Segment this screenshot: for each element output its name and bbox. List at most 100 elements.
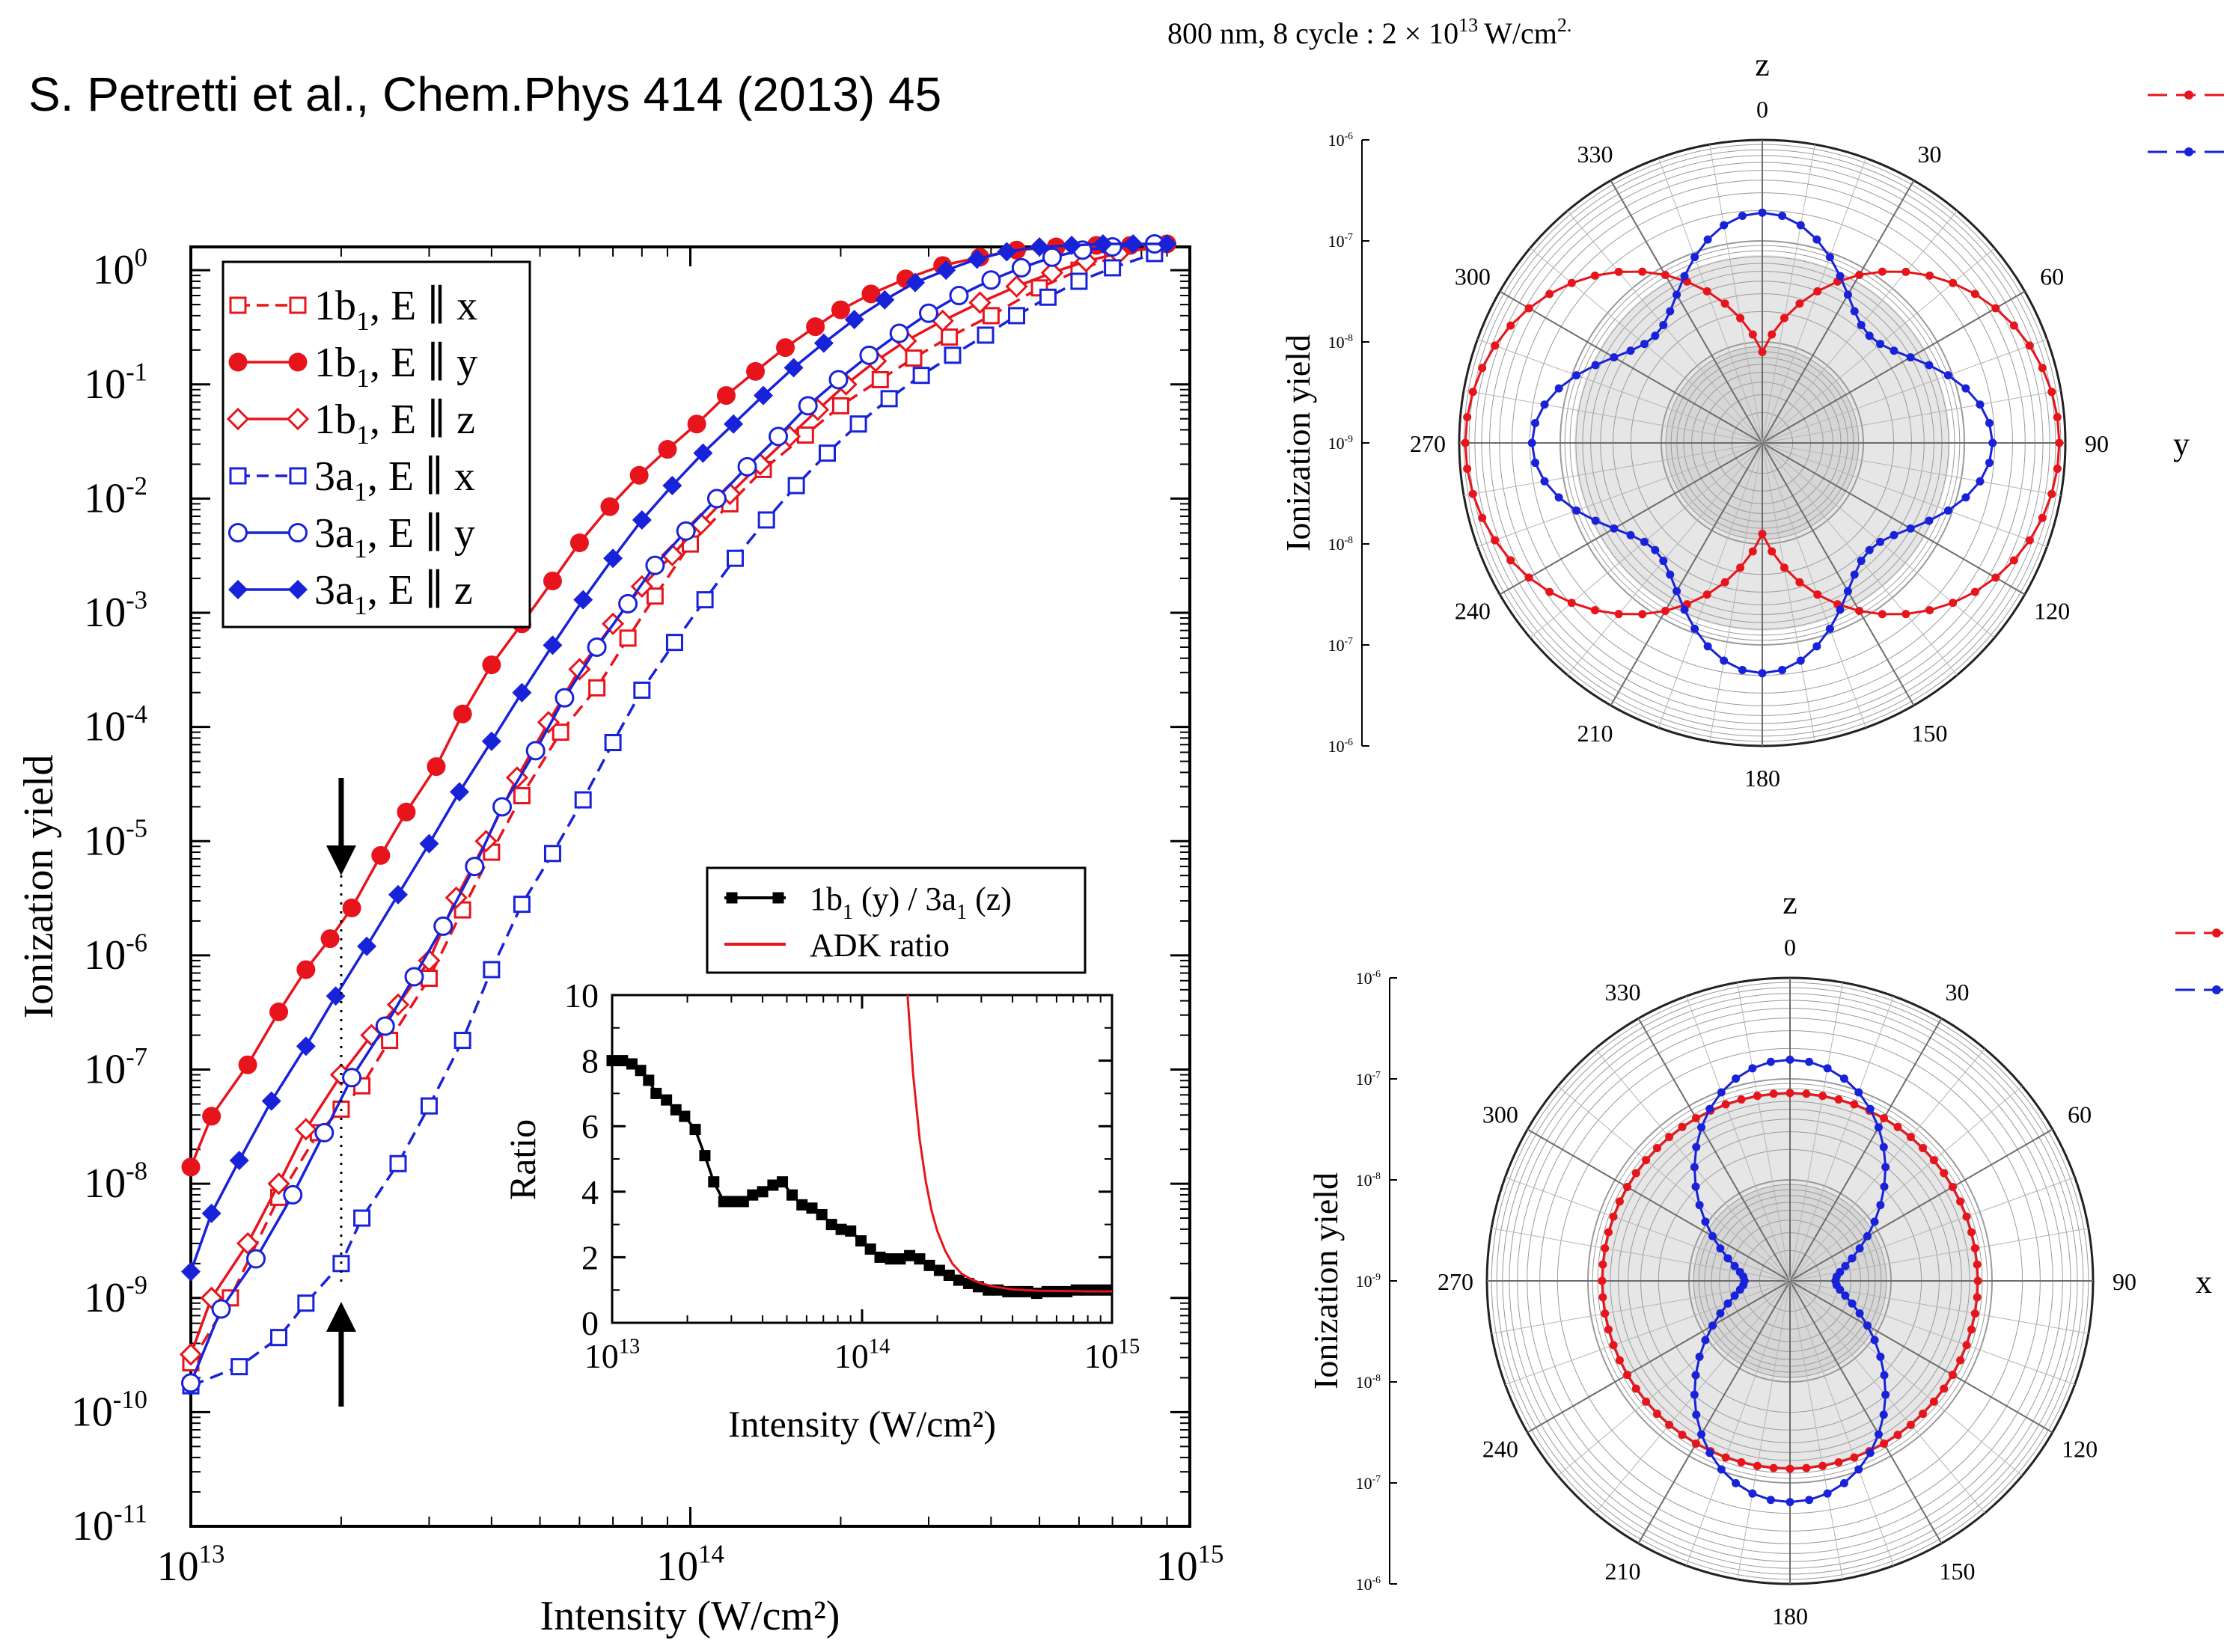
main-data-point: [181, 1261, 201, 1282]
polar-data-point: [1651, 331, 1660, 340]
inset-y-tick-label: 0: [581, 1304, 599, 1342]
legend-label-base: 3a: [314, 510, 354, 557]
polar-radial-tick-label: 10-8: [1328, 332, 1354, 352]
polar-spoke: [1789, 1280, 2053, 1434]
polar-spoke: [1762, 442, 1866, 728]
polar-data-point: [1716, 1309, 1725, 1318]
polar-data-point: [1976, 477, 1985, 486]
polar-spoke: [1477, 339, 1763, 444]
inset-data-point: [894, 1253, 906, 1265]
inset-data-point: [904, 1249, 916, 1261]
inset-legend-label-part: (y) / 3a: [853, 881, 956, 917]
polar-radial-tick-label-exp: -8: [1345, 534, 1354, 545]
polar-data-point: [1651, 545, 1660, 554]
polar-data-point: [1598, 1293, 1607, 1302]
polar-radial-tick-label-base: 10: [1328, 737, 1345, 756]
polar-spoke: [1464, 390, 1763, 444]
polar-data-point: [1865, 545, 1874, 554]
polar-data-point: [1659, 557, 1668, 566]
main-y-tick-label-exp: -10: [113, 1385, 147, 1414]
main-data-point: [912, 367, 930, 385]
main-y-tick-label-base: 10: [84, 361, 126, 408]
polar-data-point: [1857, 320, 1866, 329]
polar-data-point: [1870, 1336, 1879, 1344]
polar-series-2: [1690, 1055, 1890, 1507]
polar-data-point: [1717, 1465, 1726, 1474]
main-data-point: [420, 970, 438, 988]
polar-data-point: [1702, 287, 1711, 296]
main-series-5: [181, 233, 1164, 1393]
polar-spoke: [1527, 1280, 1791, 1434]
inset-data-point: [643, 1074, 655, 1086]
main-data-point: [813, 333, 834, 353]
main-data-point: [513, 896, 531, 914]
polar-data-point: [1527, 438, 1536, 447]
main-legend-entry: 1b1, E ∥ z: [226, 397, 475, 450]
polar-data-point: [1748, 547, 1757, 556]
polar-radial-tick-label: 10-6: [1328, 130, 1354, 150]
polar-data-point: [2055, 438, 2064, 447]
polar-data-point: [1850, 307, 1859, 316]
polar-data-point: [1836, 1285, 1845, 1294]
polar-radial-tick-label-base: 10: [1328, 131, 1345, 150]
polar-data-point: [1598, 1276, 1607, 1285]
main-data-point: [776, 338, 795, 358]
main-y-tick-label-exp: -5: [126, 814, 147, 843]
main-data-point: [397, 802, 416, 822]
main-data-point: [404, 967, 424, 987]
polar-data-point: [1626, 530, 1635, 539]
polar-data-point: [1758, 208, 1767, 217]
polar-data-point: [1697, 1123, 1706, 1132]
legend-label-sub: 1: [354, 477, 367, 507]
polar-angle-label: 30: [1946, 979, 1970, 1006]
polar-data-point: [1948, 1182, 1957, 1191]
main-y-tick-label-base: 10: [84, 1275, 126, 1321]
legend-label: 3a1, E ∥ x: [314, 453, 475, 507]
inset-data-point: [606, 1055, 618, 1067]
polar-data-point: [1690, 1163, 1699, 1172]
main-x-tick-label-base: 10: [157, 1544, 199, 1590]
polar-spoke: [1686, 1280, 1791, 1566]
polar-radial-tick-label-base: 10: [1328, 535, 1345, 554]
polar-data-point: [1785, 1089, 1794, 1098]
inset-x-axis-label: Intensity (W/cm²): [728, 1403, 996, 1445]
polar-data-point: [1850, 1100, 1859, 1109]
polar-data-point: [1839, 1478, 1848, 1487]
polar-spoke: [1762, 442, 2026, 596]
polar-spoke: [1737, 1280, 1791, 1579]
polar-data-point: [1690, 253, 1699, 262]
polar-data-point: [1863, 1232, 1872, 1240]
main-series: [179, 233, 1177, 1395]
main-data-point: [181, 1373, 201, 1393]
polar-data-point: [1865, 331, 1874, 340]
main-data-point: [658, 440, 677, 459]
polar-data-point: [1880, 1182, 1889, 1191]
polar-spoke: [1527, 1128, 1791, 1282]
polar-data-point: [2038, 364, 2047, 373]
legend-label-rest: , E ∥ x: [367, 453, 475, 500]
main-data-point: [796, 426, 814, 444]
polar-data-point: [1615, 1356, 1624, 1365]
polar-data-point: [1720, 656, 1729, 665]
main-data-point: [388, 884, 408, 905]
polar-radial-tick-label-base: 10: [1356, 1171, 1372, 1190]
inset-data-point: [626, 1058, 638, 1070]
polar-data-point: [1678, 1431, 1687, 1440]
polar-data-point: [1716, 1244, 1725, 1253]
polar-data-point: [1961, 384, 1970, 393]
main-data-point: [1008, 307, 1026, 325]
polar-spoke: [1499, 442, 1763, 596]
main-data-point: [543, 845, 561, 863]
polar-data-point: [1732, 1478, 1741, 1487]
polar-spoke: [1505, 1280, 1791, 1385]
polar-data-point: [1723, 1254, 1732, 1263]
legend-label-rest: , E ∥ z: [367, 567, 473, 614]
polar-angle-label: 150: [1912, 720, 1948, 747]
main-data-point: [632, 510, 652, 530]
main-data-point: [819, 444, 837, 462]
polar-data-point: [1721, 1453, 1730, 1462]
polar-radial-tick-label-exp: -9: [1372, 1271, 1381, 1282]
polar-spoke: [1709, 442, 1763, 741]
legend-label: 1b1, E ∥ y: [314, 340, 477, 393]
main-data-point: [1005, 275, 1028, 299]
